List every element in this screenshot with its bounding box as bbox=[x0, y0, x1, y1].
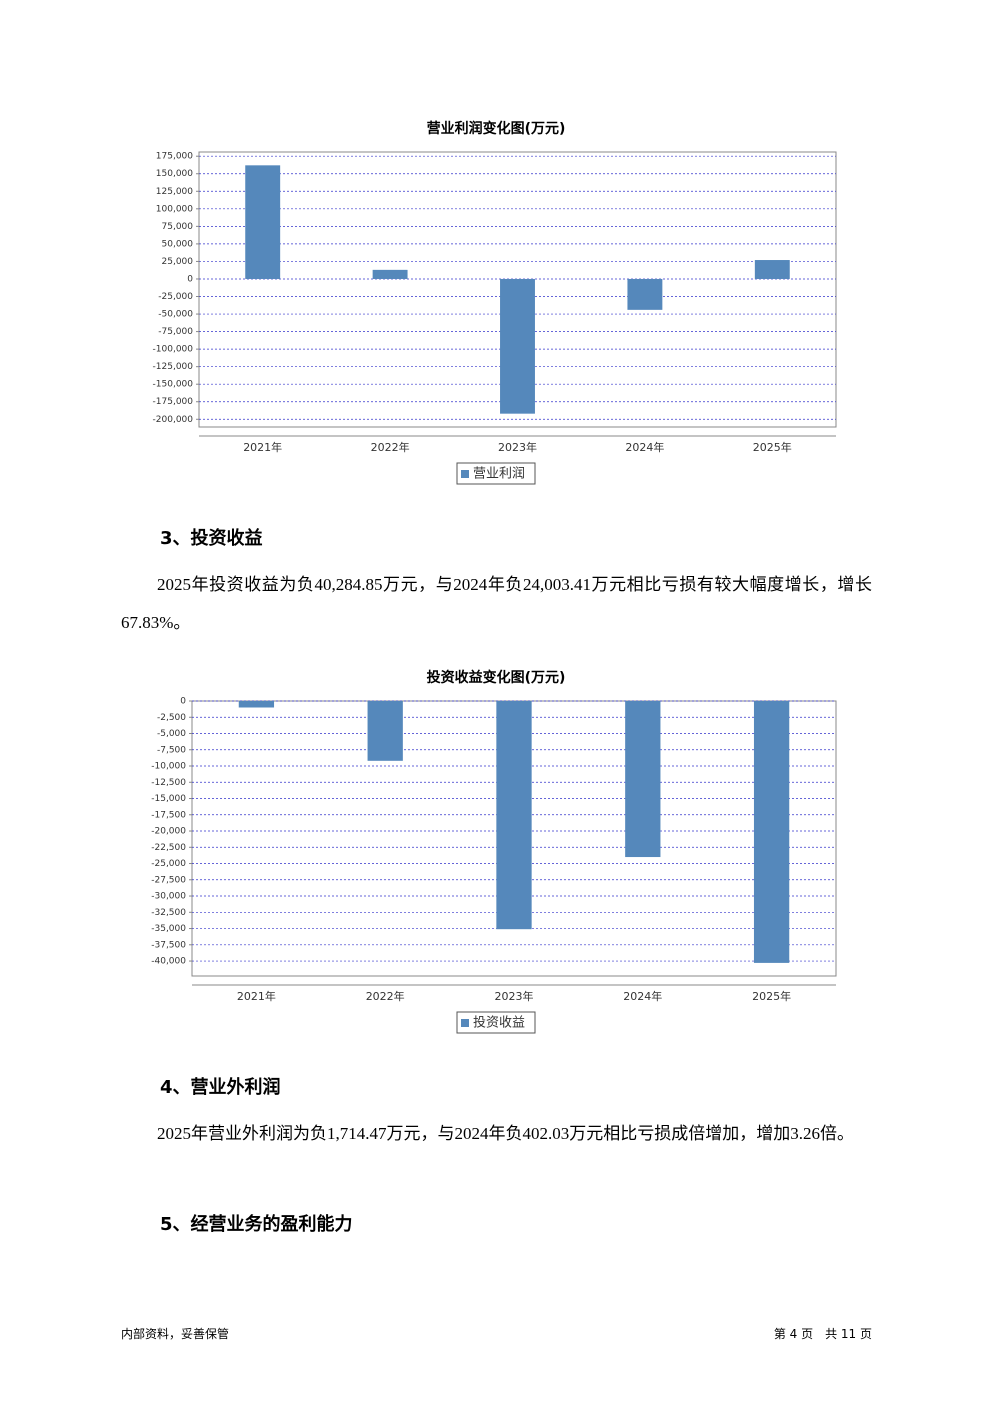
y-tick-label: 25,000 bbox=[162, 257, 194, 267]
y-tick-label: 100,000 bbox=[156, 204, 193, 214]
y-tick-label: -200,000 bbox=[153, 415, 194, 425]
bar bbox=[627, 278, 663, 310]
y-tick-label: -12,500 bbox=[151, 778, 186, 788]
paragraph: 2025年营业外利润为负1,714.47万元，与2024年负402.03万元相比… bbox=[157, 1124, 854, 1143]
x-tick-label: 2023年 bbox=[495, 989, 534, 1003]
y-tick-label: -175,000 bbox=[153, 397, 194, 407]
footer-right: 第 4 页 共 11 页 bbox=[773, 1327, 872, 1341]
bar bbox=[500, 278, 535, 414]
y-tick-label: -37,500 bbox=[151, 940, 186, 950]
legend-box bbox=[456, 1011, 536, 1034]
y-tick-label: -25,000 bbox=[151, 859, 186, 869]
paragraph: 2025年投资收益为负40,284.85万元，与2024年负24,003.41万… bbox=[121, 575, 872, 632]
y-tick-label: -40,000 bbox=[151, 957, 186, 967]
y-tick-label: -15,000 bbox=[151, 794, 186, 804]
y-tick-label: -2,500 bbox=[157, 713, 186, 723]
legend-box bbox=[456, 462, 536, 485]
y-tick-label: -125,000 bbox=[153, 362, 194, 372]
y-tick-label: 0 bbox=[187, 274, 193, 284]
bar bbox=[367, 701, 403, 761]
section-heading: 4、营业外利润 bbox=[160, 1077, 281, 1098]
y-tick-label: -100,000 bbox=[153, 345, 194, 355]
x-tick-label: 2023年 bbox=[498, 440, 537, 454]
y-tick-label: 125,000 bbox=[156, 187, 193, 197]
bar bbox=[754, 260, 790, 279]
chart-title: 营业利润变化图(万元) bbox=[427, 120, 566, 137]
bar bbox=[625, 701, 661, 858]
y-tick-label: 0 bbox=[180, 697, 186, 707]
y-tick-label: -35,000 bbox=[151, 924, 186, 934]
x-tick-label: 2024年 bbox=[623, 989, 662, 1003]
y-tick-label: 50,000 bbox=[162, 239, 194, 249]
x-tick-label: 2024年 bbox=[625, 440, 664, 454]
y-tick-label: -27,500 bbox=[151, 875, 186, 885]
bar bbox=[372, 269, 408, 279]
section-heading: 3、投资收益 bbox=[160, 528, 263, 549]
x-tick-label: 2021年 bbox=[237, 989, 276, 1003]
bar bbox=[753, 701, 790, 963]
y-tick-label: -22,500 bbox=[151, 843, 186, 853]
y-tick-label: -25,000 bbox=[158, 292, 193, 302]
legend-swatch bbox=[461, 1019, 469, 1027]
y-tick-label: -50,000 bbox=[158, 310, 193, 320]
y-tick-label: -7,500 bbox=[157, 745, 186, 755]
x-tick-label: 2025年 bbox=[753, 440, 792, 454]
y-tick-label: -150,000 bbox=[153, 380, 194, 390]
y-tick-label: -17,500 bbox=[151, 810, 186, 820]
bar bbox=[238, 701, 275, 708]
y-tick-label: 75,000 bbox=[162, 222, 194, 232]
footer-left: 内部资料，妥善保管 bbox=[121, 1327, 230, 1341]
section-heading: 5、经营业务的盈利能力 bbox=[160, 1214, 353, 1235]
chart-title: 投资收益变化图(万元) bbox=[427, 669, 566, 686]
bar bbox=[496, 701, 532, 930]
y-tick-label: -20,000 bbox=[151, 827, 186, 837]
y-tick-label: 150,000 bbox=[156, 169, 193, 179]
x-tick-label: 2021年 bbox=[243, 440, 282, 454]
y-tick-label: -75,000 bbox=[158, 327, 193, 337]
legend-label: 投资收益 bbox=[473, 1015, 525, 1031]
y-tick-label: 175,000 bbox=[156, 152, 193, 162]
y-tick-label: -32,500 bbox=[151, 908, 186, 918]
bar bbox=[245, 165, 281, 279]
x-tick-label: 2025年 bbox=[752, 989, 791, 1003]
legend-swatch bbox=[461, 470, 469, 478]
legend-label: 营业利润 bbox=[473, 467, 525, 482]
x-tick-label: 2022年 bbox=[371, 440, 410, 454]
y-tick-label: -10,000 bbox=[151, 762, 186, 772]
x-tick-label: 2022年 bbox=[366, 989, 405, 1003]
y-tick-label: -5,000 bbox=[157, 729, 186, 739]
y-tick-label: -30,000 bbox=[151, 892, 186, 902]
